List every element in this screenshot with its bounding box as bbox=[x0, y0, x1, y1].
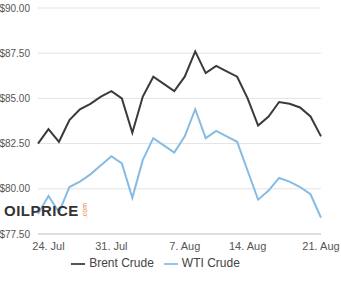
svg-text:$80.00: $80.00 bbox=[8, 183, 30, 194]
svg-text:$87.50: $87.50 bbox=[8, 48, 30, 59]
svg-text:$77.50: $77.50 bbox=[8, 229, 30, 240]
svg-text:14. Aug: 14. Aug bbox=[229, 240, 266, 252]
html-text:OILPRICE: OILPRICE bbox=[4, 202, 79, 219]
svg-text:$85.00: $85.00 bbox=[8, 93, 30, 104]
svg-text:21. Aug: 21. Aug bbox=[302, 240, 333, 252]
html-text:Brent Crude: Brent Crude bbox=[89, 256, 154, 270]
svg-text:7. Aug: 7. Aug bbox=[169, 240, 200, 252]
svg-text:24. Jul: 24. Jul bbox=[32, 240, 64, 252]
svg-text:31. Jul: 31. Jul bbox=[95, 240, 127, 252]
html-text:WTI Crude: WTI Crude bbox=[181, 256, 240, 270]
html-text:.com: .com bbox=[80, 202, 88, 219]
svg-text:$90.00: $90.00 bbox=[8, 3, 30, 14]
svg-text:$82.50: $82.50 bbox=[8, 138, 30, 149]
